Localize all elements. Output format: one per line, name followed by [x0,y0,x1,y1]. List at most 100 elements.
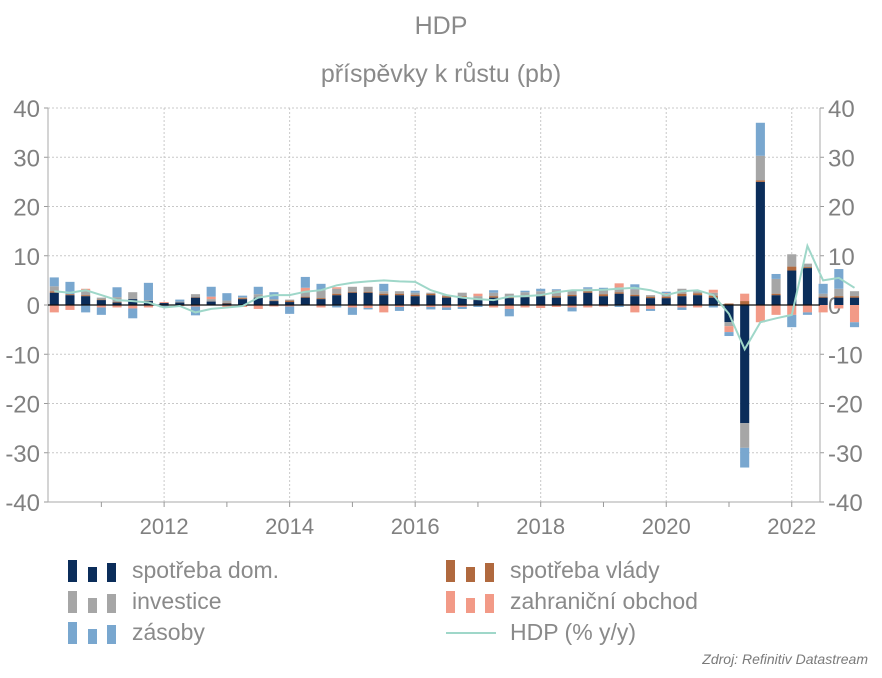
bar-spotreba_vlady [598,294,609,297]
bar-zahranicni [551,305,561,307]
bar-zasoby [614,305,624,307]
bar-zasoby [708,305,718,308]
bar-spotreba_dom [316,299,326,305]
y-tick-label-right: -20 [828,392,863,419]
bar-spotreba_dom [363,292,373,305]
bar-spotreba_dom [661,298,671,305]
bar-investice [143,300,153,302]
bar-spotreba_dom [630,296,640,305]
y-tick-label-right: 10 [828,244,855,271]
bar-spotreba_dom [112,302,122,305]
bar-zasoby [598,287,609,290]
bar-spotreba_vlady [379,293,389,296]
bar-zasoby [520,290,530,293]
bar-spotreba_dom [347,292,357,305]
bar-zasoby [253,286,263,295]
bar-spotreba_vlady [489,296,499,298]
legend-bar-mark-1 [88,566,97,582]
y-tick-label-left: 40 [13,96,40,123]
bar-spotreba_vlady [677,293,687,297]
legend-label-zasoby: zásoby [132,619,205,645]
bar-zasoby [143,282,153,301]
bar-spotreba_vlady [112,302,122,303]
bar-investice [645,295,656,297]
y-tick-label-left: -20 [5,392,40,419]
bar-zahranicni [645,305,656,309]
bar-zahranicni [332,287,342,289]
bar-zasoby [410,290,420,293]
legend-item-spotreba-dom: spotřeba dom. [66,557,279,584]
bar-zahranicni [426,305,436,307]
bar-zahranicni [300,287,310,292]
bar-spotreba_dom [410,296,420,305]
bar-zasoby [81,305,91,313]
bar-spotreba_dom [269,301,279,305]
bar-spotreba_dom [614,293,624,305]
legend-bar-mark-1 [466,566,475,582]
bar-spotreba_dom [567,296,577,305]
bar-zahranicni [442,305,452,308]
bar-investice [128,292,138,300]
bar-zahranicni [536,305,546,308]
legend-swatch-spotreba-vlady [444,559,500,582]
legend-label-spotreba-dom: spotřeba dom. [132,557,280,583]
legend-swatch-hdp [444,622,500,644]
legend-bar-mark-0 [68,621,77,644]
bar-zahranicni [708,289,718,293]
bar-spotreba_vlady [300,296,310,298]
bar-spotreba_dom [755,181,765,305]
legend-bar-mark-0 [446,590,455,613]
bar-spotreba_dom [238,299,248,305]
bar-spotreba_dom [787,270,797,305]
bar-spotreba_dom [489,297,499,305]
bar-zahranicni [661,293,671,295]
legend-label-investice: investice [132,588,222,614]
bar-investice [332,288,342,294]
bar-investice [175,301,185,303]
bar-investice [598,289,609,295]
bar-zasoby [504,308,514,317]
bar-spotreba_dom [551,297,561,305]
legend-label-hdp: HDP (% y/y) [510,619,637,645]
y-tick-label-right: -10 [828,342,863,369]
bar-spotreba_vlady [81,295,91,297]
x-tick-label: 2020 [642,514,691,539]
bar-zasoby [787,314,797,328]
y-tick-label-right: -40 [828,490,863,517]
bar-zasoby [536,288,546,292]
bar-spotreba_dom [583,292,593,305]
bar-investice [473,296,483,299]
bar-spotreba_vlady [567,294,577,297]
bar-zasoby [457,306,467,309]
bar-spotreba_dom [818,297,828,305]
bar-spotreba_dom [222,303,232,305]
bar-zahranicni [347,305,357,308]
bar-investice [379,291,389,294]
bar-investice [426,292,436,294]
bar-zahranicni [504,305,514,309]
bar-investice [504,293,514,297]
bar-spotreba_dom [159,303,169,305]
bar-zasoby [645,308,656,311]
bar-spotreba_dom [473,300,483,305]
bar-investice [49,286,59,292]
bar-zasoby [112,287,122,298]
legend-bar-mark-2 [107,562,116,582]
bar-zahranicni [128,305,138,309]
bar-zasoby [489,290,499,293]
bar-spotreba_vlady [661,296,671,299]
bar-spotreba_dom [677,296,687,305]
bar-spotreba_vlady [190,297,201,298]
bar-zasoby [677,307,687,310]
bar-spotreba_vlady [740,301,750,305]
legend-item-zahranicni-obchod: zahraniční obchod [444,588,698,615]
bar-zahranicni [787,305,797,315]
bar-zahranicni [802,305,812,313]
bar-zasoby [567,307,577,312]
bar-zasoby [128,308,138,319]
bar-zahranicni [159,302,169,304]
bar-investice [834,288,844,297]
bar-zahranicni [206,296,216,300]
bar-zahranicni [190,305,201,307]
